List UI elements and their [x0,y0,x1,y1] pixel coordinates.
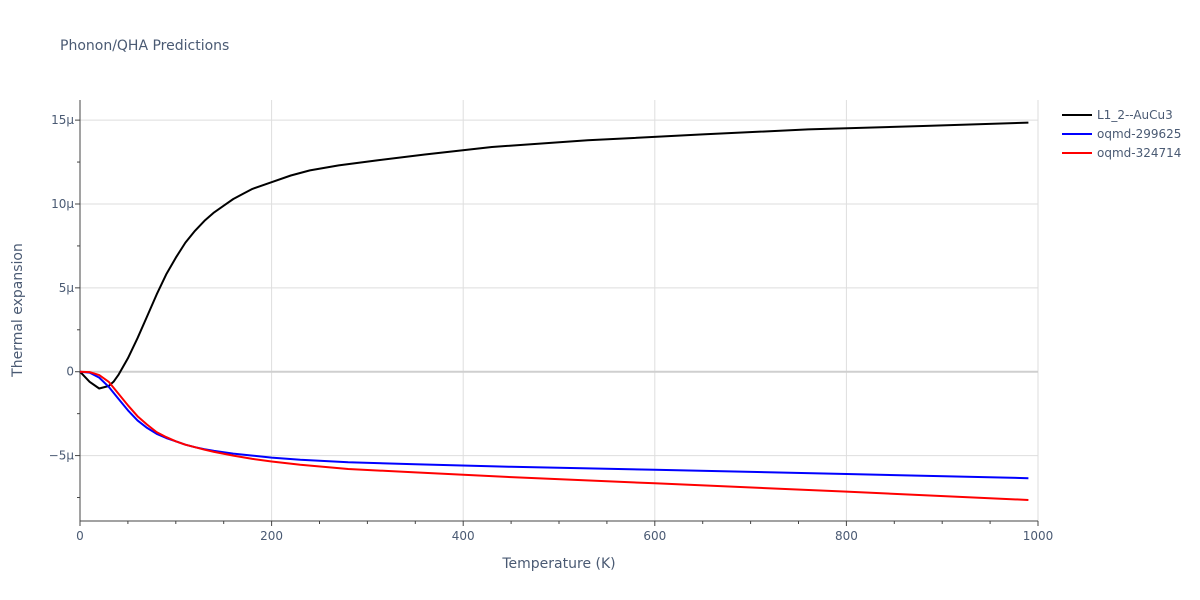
legend-label-oqmd-299625: oqmd-299625 [1097,127,1181,141]
axes [75,100,1039,526]
plot-area [79,121,1029,501]
legend-label-l1-2-aucu3: L1_2--AuCu3 [1097,108,1173,122]
y-tick-label: 10µ [51,197,74,211]
x-tick-label: 800 [835,529,858,543]
x-tick-label: 1000 [1023,529,1054,543]
x-tick-label: 400 [452,529,475,543]
tick-labels: 0 200 400 600 800 1000 −5µ 0 5µ 10µ 15µ [49,113,1054,543]
chart-title: Phonon/QHA Predictions [60,38,229,54]
series-line-l1-2-aucu3 [79,121,1029,390]
series-line-oqmd-299625 [79,370,1029,480]
legend: L1_2--AuCu3 oqmd-299625 oqmd-324714 [1062,108,1181,160]
y-tick-label: 5µ [59,281,75,295]
x-axis-label: Temperature (K) [501,556,615,572]
x-tick-label: 600 [643,529,666,543]
series-line-oqmd-324714 [79,370,1029,501]
legend-label-oqmd-324714: oqmd-324714 [1097,146,1181,160]
y-tick-label: 0 [66,365,74,379]
grid [80,100,1039,521]
y-tick-label: 15µ [51,113,74,127]
x-tick-label: 200 [260,529,283,543]
x-tick-label: 0 [76,529,84,543]
y-axis-label: Thermal expansion [10,243,26,378]
y-tick-label: −5µ [49,449,75,463]
